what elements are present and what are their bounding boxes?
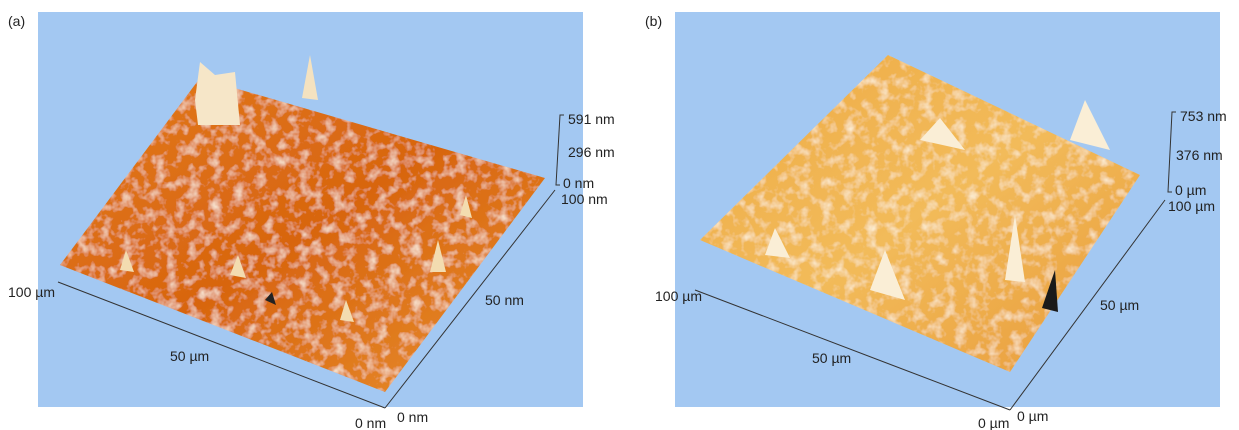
z-tick-label: 0 nm — [563, 175, 594, 191]
z-tick-label: 753 nm — [1180, 108, 1227, 124]
axis-tick-label: 100 nm — [561, 191, 608, 207]
panel-a: (a) 591 nm 296 nm 0 nm 100 nm 50 nm 0 nm… — [8, 12, 615, 430]
axis-tick-label: 0 µm — [978, 415, 1009, 430]
axis-tick-label: 0 nm — [355, 415, 386, 430]
z-tick-label: 591 nm — [568, 111, 615, 127]
axis-tick-label: 0 nm — [397, 409, 428, 425]
axis-tick-label: 100 µm — [1168, 198, 1215, 214]
axis-tick-label: 50 µm — [170, 348, 209, 364]
figure: (a) 591 nm 296 nm 0 nm 100 nm 50 nm 0 nm… — [0, 0, 1239, 430]
panel-label: (b) — [645, 13, 662, 29]
z-tick-label: 296 nm — [568, 144, 615, 160]
axis-tick-label: 0 µm — [1017, 408, 1048, 424]
panel-b: (b) 753 nm 376 nm 0 µm 100 µm 50 µm 0 µm… — [645, 12, 1227, 430]
z-tick-label: 0 µm — [1175, 182, 1206, 198]
panel-label: (a) — [8, 13, 25, 29]
axis-tick-label: 50 µm — [1100, 297, 1139, 313]
z-tick-label: 376 nm — [1176, 147, 1223, 163]
axis-tick-label: 50 µm — [812, 350, 851, 366]
axis-tick-label: 100 µm — [655, 288, 702, 304]
axis-tick-label: 100 µm — [8, 284, 55, 300]
axis-tick-label: 50 nm — [485, 292, 524, 308]
